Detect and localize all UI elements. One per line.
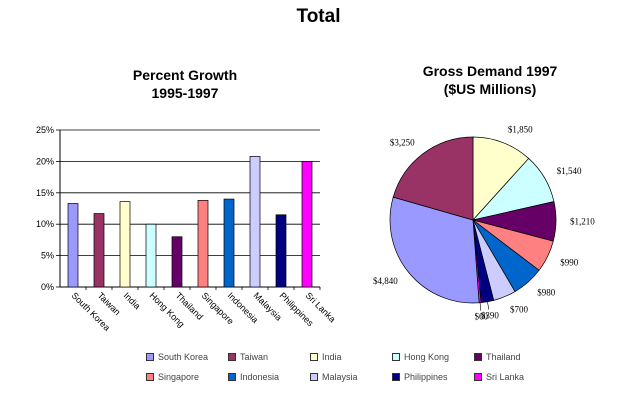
legend-label: Indonesia: [240, 372, 280, 382]
legend-item-thailand: Thailand: [474, 352, 521, 362]
bar-thailand: [171, 236, 183, 288]
pie-slice-india: [472, 136, 530, 221]
pie-label-hong-kong: $1,540: [557, 166, 582, 176]
legend-label: Singapore: [158, 372, 200, 382]
legend-swatch: [392, 373, 400, 381]
legend-item-hong-kong: Hong Kong: [392, 352, 449, 362]
y-tick-label: 20%: [36, 156, 54, 166]
bar-chart-title-line2: 1995-1997: [151, 85, 219, 101]
pie-label-india: $1,850: [508, 125, 533, 135]
bar-chart-title: Percent Growth 1995-1997: [80, 66, 290, 102]
legend-swatch: [228, 373, 236, 381]
bar-sri-lanka: [301, 161, 313, 288]
legend-item-singapore: Singapore: [146, 372, 199, 382]
legend-item-indonesia: Indonesia: [228, 372, 279, 382]
bar-south-korea: [67, 203, 79, 288]
legend-item-sri-lanka: Sri Lanka: [474, 372, 524, 382]
legend-swatch: [146, 353, 154, 361]
legend-item-south-korea: South Korea: [146, 352, 208, 362]
pie-label-taiwan: $3,250: [390, 138, 415, 148]
pie-leader-line: [479, 302, 482, 311]
legend-swatch: [310, 353, 318, 361]
legend-label: Sri Lanka: [486, 372, 525, 382]
legend-item-malaysia: Malaysia: [310, 372, 358, 382]
legend-label: Thailand: [486, 352, 521, 362]
pie-chart-title-line1: Gross Demand 1997: [422, 63, 558, 79]
legend-swatch: [310, 373, 318, 381]
pie-label-malaysia: $700: [510, 305, 529, 315]
pie-label-philippines: $390: [481, 311, 500, 321]
bar-indonesia: [223, 198, 235, 288]
pie-label-singapore: $990: [560, 258, 579, 268]
pie-label-thailand: $1,210: [570, 217, 595, 227]
pie-label-sri-lanka: $60: [475, 312, 489, 322]
x-tick-label: India: [122, 290, 143, 311]
y-tick-label: 0%: [41, 282, 54, 292]
pie-slice-south-korea: [389, 196, 480, 304]
legend-item-india: India: [310, 352, 342, 362]
y-tick-label: 25%: [36, 125, 54, 135]
legend-swatch: [228, 353, 236, 361]
legend-label: Taiwan: [240, 352, 269, 362]
legend: South Korea Taiwan India Hong Kong Thailand S…: [146, 352, 566, 392]
pie-leader-line: [487, 301, 490, 310]
legend-swatch: [474, 353, 482, 361]
pie-label-south-korea: $4,840: [373, 276, 398, 286]
legend-item-philippines: Philippines: [392, 372, 448, 382]
legend-swatch: [474, 373, 482, 381]
legend-label: Hong Kong: [404, 352, 450, 362]
pie-chart: $1,850 $1,540 $1,210 $990 $980 $700 $390$60 $4,…: [373, 125, 595, 322]
bar-hong-kong: [145, 223, 157, 288]
bar-taiwan: [93, 213, 105, 288]
bar-india: [119, 201, 131, 288]
y-tick-label: 5%: [41, 251, 54, 261]
pie-label-indonesia: $980: [537, 288, 556, 298]
pie-chart-title: Gross Demand 1997 ($US Millions): [395, 62, 585, 98]
legend-item-taiwan: Taiwan: [228, 352, 268, 362]
legend-swatch: [146, 373, 154, 381]
legend-label: Malaysia: [322, 372, 358, 382]
bar-philippines: [275, 214, 287, 288]
legend-label: India: [322, 352, 342, 362]
y-tick-label: 10%: [36, 219, 54, 229]
page-title: Total: [296, 6, 341, 27]
legend-swatch: [392, 353, 400, 361]
legend-label: Philippines: [404, 372, 448, 382]
bar-chart-title-line1: Percent Growth: [132, 67, 238, 83]
pie-chart-title-line2: ($US Millions): [443, 81, 537, 97]
bar-malaysia: [249, 156, 261, 288]
bar-singapore: [197, 199, 209, 288]
legend-label: South Korea: [158, 352, 209, 362]
pie-slice-taiwan: [392, 136, 474, 221]
y-tick-label: 15%: [36, 188, 54, 198]
